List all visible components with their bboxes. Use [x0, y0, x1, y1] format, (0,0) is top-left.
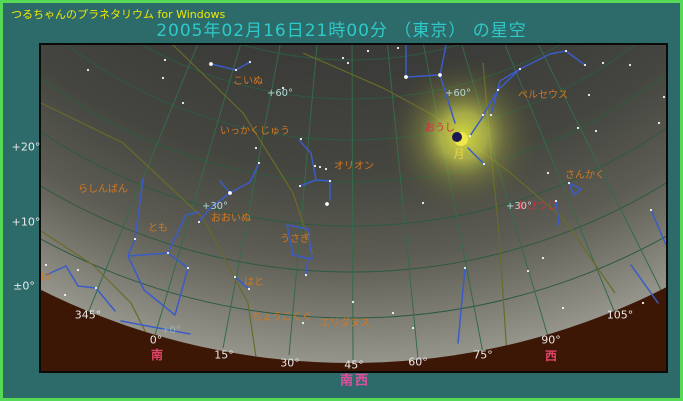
stars	[44, 46, 666, 330]
sky-chart-svg	[41, 45, 666, 371]
sky-label-margin: +10°	[11, 215, 41, 229]
moon-symbol[interactable]	[452, 132, 468, 146]
sky-chart-canvas[interactable]	[39, 43, 668, 373]
sky-label-margin: ±0°	[13, 279, 35, 293]
sky-label-compass-out: 南西	[339, 373, 371, 389]
app-title-text: つるちゃんのプラネタリウム for Windows	[11, 8, 226, 21]
constellation-lines	[45, 45, 666, 344]
altaz-grid	[41, 45, 666, 361]
chart-date-title: 2005年02月16日21時00分 （東京） の星空	[156, 21, 527, 41]
sky-dome	[41, 45, 666, 363]
app-titlebar[interactable]: つるちゃんのプラネタリウム for Windows	[11, 6, 225, 22]
sky-label-margin: +20°	[11, 140, 41, 154]
